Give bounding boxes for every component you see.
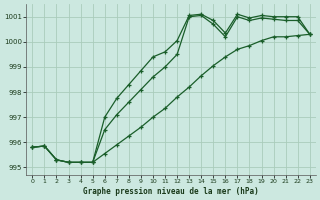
X-axis label: Graphe pression niveau de la mer (hPa): Graphe pression niveau de la mer (hPa)	[83, 187, 259, 196]
